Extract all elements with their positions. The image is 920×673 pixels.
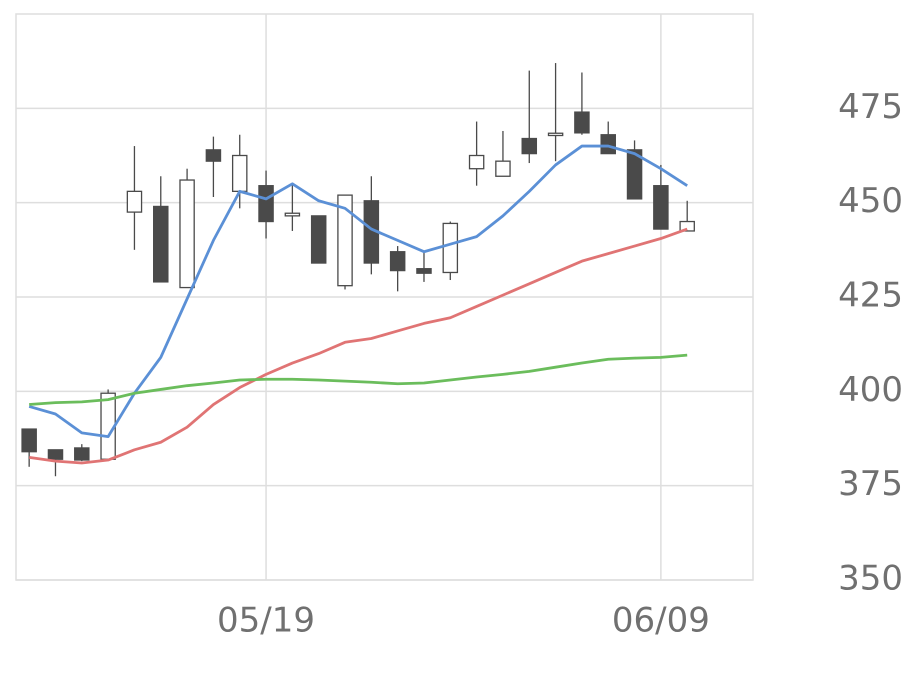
candle-body: [284, 212, 301, 217]
candle-body: [231, 154, 248, 192]
candle-body: [153, 205, 169, 283]
ma-line: [29, 353, 688, 406]
candle-body: [74, 447, 90, 461]
candle-body: [574, 111, 590, 134]
candle-body: [310, 215, 327, 264]
candle-body: [389, 251, 406, 272]
candle-body: [600, 134, 616, 155]
candle-body: [468, 154, 485, 170]
candle-body: [47, 449, 64, 460]
candle-body: [416, 268, 432, 274]
ma-line: [28, 227, 688, 465]
candle-body: [205, 149, 222, 162]
y-tick-label: 400: [838, 370, 903, 410]
candle-body: [547, 132, 564, 137]
y-tick-label: 375: [838, 464, 903, 504]
candle-body: [21, 428, 37, 453]
y-tick-label: 425: [838, 276, 903, 316]
candle-body: [258, 185, 274, 223]
candle-body: [442, 222, 459, 274]
y-tick-label: 475: [838, 87, 903, 127]
y-tick-label: 450: [838, 181, 903, 221]
candle-body: [521, 137, 538, 155]
x-tick-label: 05/19: [217, 601, 315, 641]
candle-body: [179, 179, 195, 289]
ma-line: [28, 144, 688, 439]
candle-body: [679, 220, 695, 232]
x-tick-label: 06/09: [612, 601, 710, 641]
candle-body: [126, 190, 143, 213]
candle-body: [653, 185, 669, 230]
candle-body: [337, 194, 353, 287]
y-tick-label: 350: [838, 559, 903, 599]
candle-body: [495, 160, 511, 177]
candle-body: [626, 149, 643, 200]
